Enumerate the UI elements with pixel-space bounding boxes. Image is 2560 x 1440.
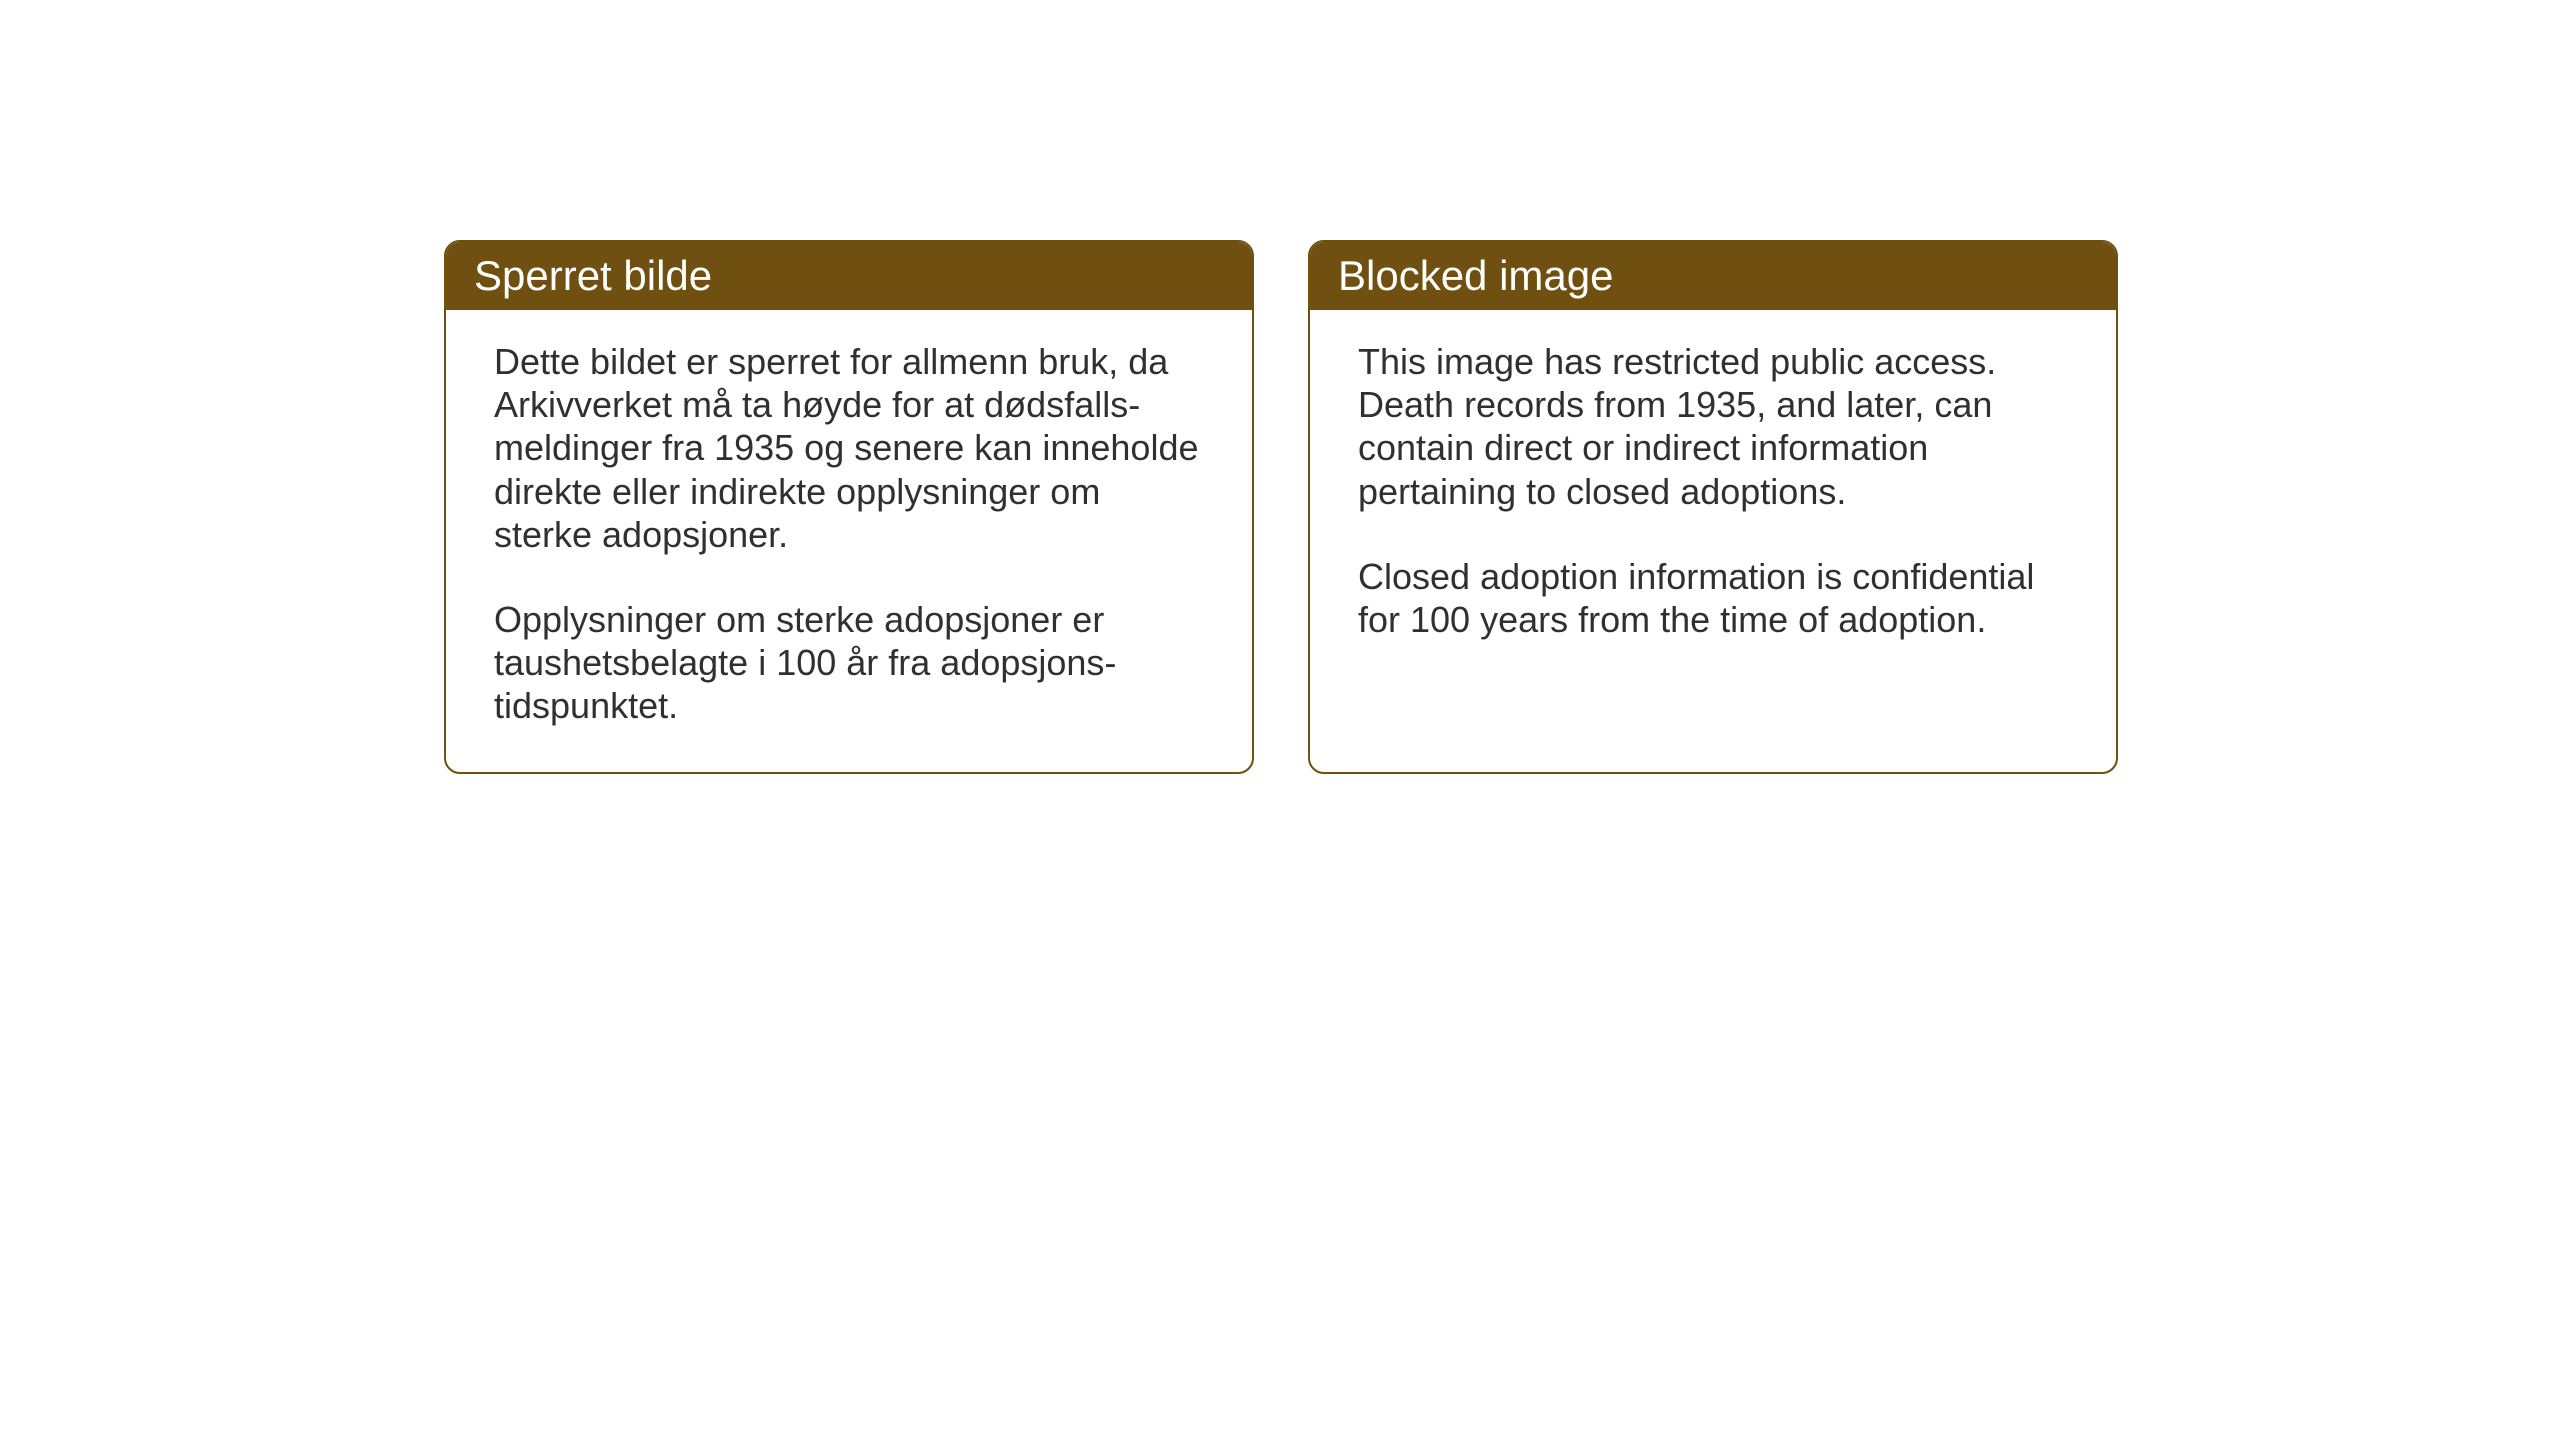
- card-title-english: Blocked image: [1338, 252, 1613, 299]
- card-body-english: This image has restricted public access.…: [1310, 310, 2116, 685]
- cards-container: Sperret bilde Dette bildet er sperret fo…: [444, 240, 2118, 774]
- card-header-norwegian: Sperret bilde: [446, 242, 1252, 310]
- card-paragraph-1-norwegian: Dette bildet er sperret for allmenn bruk…: [494, 340, 1204, 556]
- card-paragraph-1-english: This image has restricted public access.…: [1358, 340, 2068, 513]
- card-paragraph-2-english: Closed adoption information is confident…: [1358, 555, 2068, 641]
- card-header-english: Blocked image: [1310, 242, 2116, 310]
- card-norwegian: Sperret bilde Dette bildet er sperret fo…: [444, 240, 1254, 774]
- card-english: Blocked image This image has restricted …: [1308, 240, 2118, 774]
- card-paragraph-2-norwegian: Opplysninger om sterke adopsjoner er tau…: [494, 598, 1204, 728]
- card-body-norwegian: Dette bildet er sperret for allmenn bruk…: [446, 310, 1252, 772]
- card-title-norwegian: Sperret bilde: [474, 252, 712, 299]
